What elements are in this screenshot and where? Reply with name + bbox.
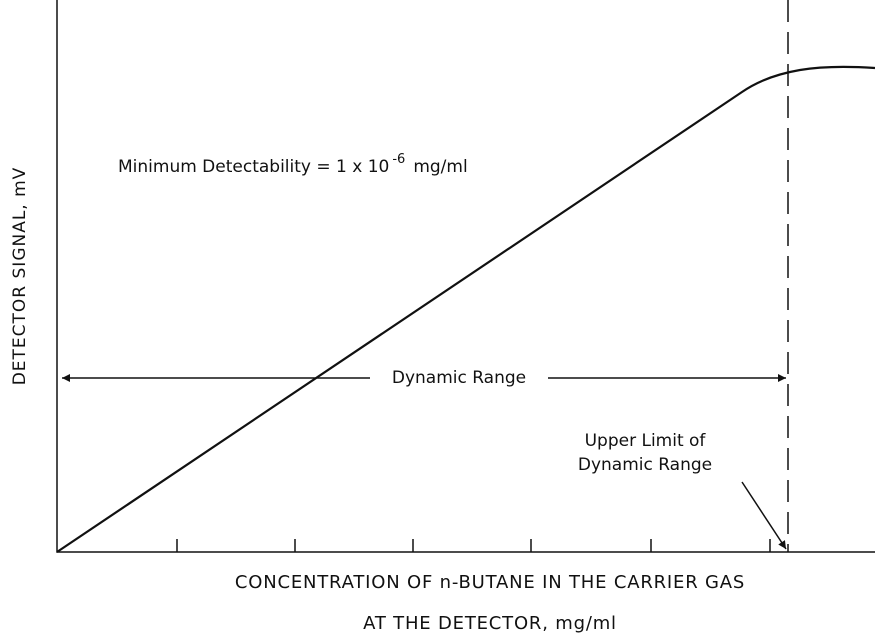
limit-arrow: [741, 481, 787, 550]
annotation-exponent: -6: [392, 152, 405, 167]
annotation-text: Minimum Detectability = 1 x 10: [118, 157, 389, 177]
annotation-unit: mg/ml: [413, 157, 467, 177]
limit-label: Upper Limit of: [585, 431, 707, 451]
response-curve: [56, 65, 875, 553]
x-axis-label: AT THE DETECTOR, mg/ml: [363, 613, 617, 634]
limit-label: Dynamic Range: [578, 455, 712, 475]
x-axis-label: CONCENTRATION OF n-BUTANE IN THE CARRIER…: [235, 572, 745, 593]
annotation: Minimum Detectability = 1 x 10 -6 mg/ml: [118, 152, 468, 178]
y-axis-label: DETECTOR SIGNAL, mV: [10, 167, 30, 386]
range-label: Dynamic Range: [392, 368, 526, 388]
